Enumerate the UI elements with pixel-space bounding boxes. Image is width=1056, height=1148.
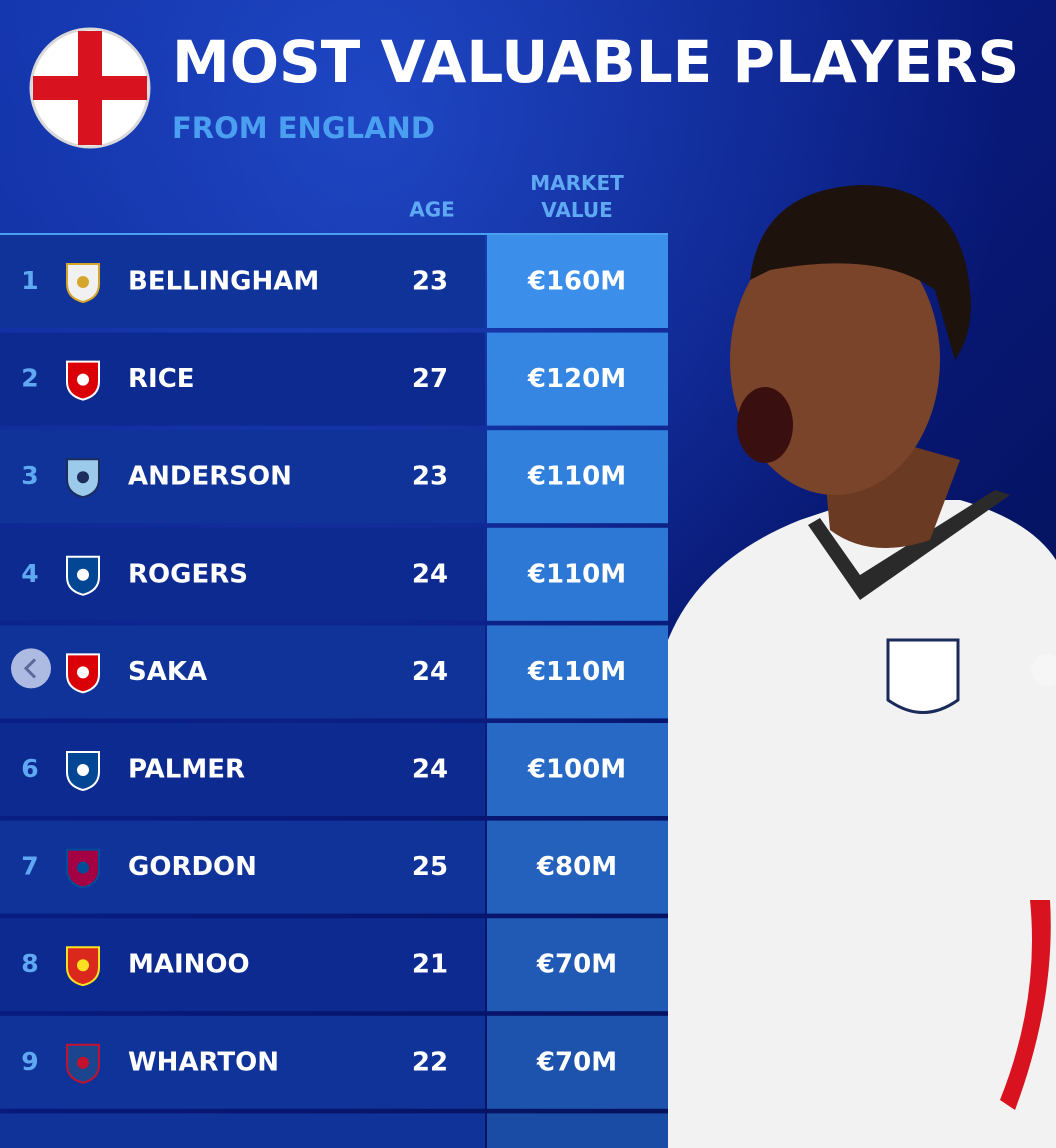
- column-header: AGE: [409, 198, 455, 222]
- market-value: €80M: [536, 852, 617, 882]
- value-cell: [487, 332, 668, 426]
- rank: 6: [21, 754, 38, 783]
- value-cell: [487, 820, 668, 914]
- table-row: 7 GORDON 25 €80M: [0, 820, 668, 914]
- market-value: €120M: [527, 364, 626, 394]
- club-crest-detail: [77, 373, 89, 386]
- market-value: €110M: [527, 657, 626, 687]
- club-crest-detail: [77, 471, 89, 484]
- player-age: 27: [412, 364, 448, 394]
- player-photo: [668, 185, 1056, 1148]
- value-cell: [487, 430, 668, 524]
- club-crest-detail: [77, 568, 89, 581]
- rank: 4: [21, 559, 38, 588]
- player-age: 24: [412, 657, 448, 687]
- market-value: €110M: [527, 559, 626, 589]
- rank: 8: [21, 949, 38, 978]
- table: 1 BELLINGHAM 23 €160M 2 RICE 27 €120M 3 ANDERSON 2…: [0, 233, 668, 1148]
- value-cell: [487, 723, 668, 816]
- carousel-prev-button[interactable]: [11, 648, 51, 689]
- player-name: ANDERSON: [128, 462, 292, 492]
- player-age: 25: [412, 852, 448, 882]
- player-age: 23: [412, 462, 448, 492]
- button-circle: [11, 648, 51, 689]
- market-value: €70M: [536, 950, 617, 980]
- table-row: 9 WHARTON 22 €70M: [0, 1015, 668, 1109]
- row-background: [0, 1113, 485, 1148]
- player-name: SAKA: [128, 657, 207, 687]
- player-name: MAINOO: [128, 950, 250, 980]
- player-age: 24: [412, 559, 448, 589]
- player-age: 22: [412, 1047, 448, 1077]
- chevron-icon: [23, 658, 37, 679]
- table-row: 6 PALMER 24 €100M: [0, 723, 668, 816]
- table-row: 4 ROGERS 24 €110M: [0, 527, 668, 621]
- column-header: MARKET VALUE: [530, 171, 624, 222]
- market-value: €160M: [527, 267, 626, 297]
- rank: 3: [21, 461, 38, 490]
- club-crest-detail: [77, 861, 89, 874]
- table-row: 3 ANDERSON 23 €110M: [0, 430, 668, 524]
- table-row: 8 MAINOO 21 €70M: [0, 918, 668, 1012]
- club-crest-detail: [77, 764, 89, 776]
- player-name: ROGERS: [128, 559, 248, 589]
- club-crest-detail: [77, 959, 89, 972]
- player-name: WHARTON: [128, 1047, 279, 1077]
- player-name: RICE: [128, 364, 195, 394]
- market-value: €110M: [527, 462, 626, 492]
- player-age: 23: [412, 267, 448, 297]
- rank: 2: [21, 364, 38, 393]
- club-crest-detail: [77, 1056, 89, 1069]
- rank: 1: [21, 266, 38, 295]
- rank: 9: [21, 1047, 38, 1076]
- rank: 7: [21, 852, 38, 881]
- value-cell: [487, 1113, 668, 1148]
- header-line: [0, 233, 668, 235]
- market-value: €100M: [527, 755, 626, 785]
- table-row: 2 RICE 27 €120M: [0, 332, 668, 426]
- table-row: 1 BELLINGHAM 23 €160M: [0, 235, 668, 328]
- player-name: PALMER: [128, 755, 245, 785]
- market-value: €70M: [536, 1047, 617, 1077]
- value-cell: [487, 625, 668, 719]
- value-cell: [487, 527, 668, 621]
- player-name: BELLINGHAM: [128, 267, 319, 297]
- table-row: SAKA 24 €110M: [0, 625, 668, 719]
- player-name: GORDON: [128, 852, 257, 882]
- player-age: 21: [412, 950, 448, 980]
- value-cell: [487, 1015, 668, 1109]
- england-flag: [29, 27, 151, 149]
- carousel-next-button[interactable]: [1031, 654, 1056, 686]
- club-crest-detail: [77, 276, 89, 288]
- title: MOST VALUABLE PLAYERS: [172, 28, 1019, 96]
- value-cell: [487, 918, 668, 1012]
- player-age: 24: [412, 755, 448, 785]
- subtitle: FROM ENGLAND: [172, 111, 435, 145]
- value-cell: [487, 235, 668, 328]
- club-crest-detail: [77, 666, 89, 679]
